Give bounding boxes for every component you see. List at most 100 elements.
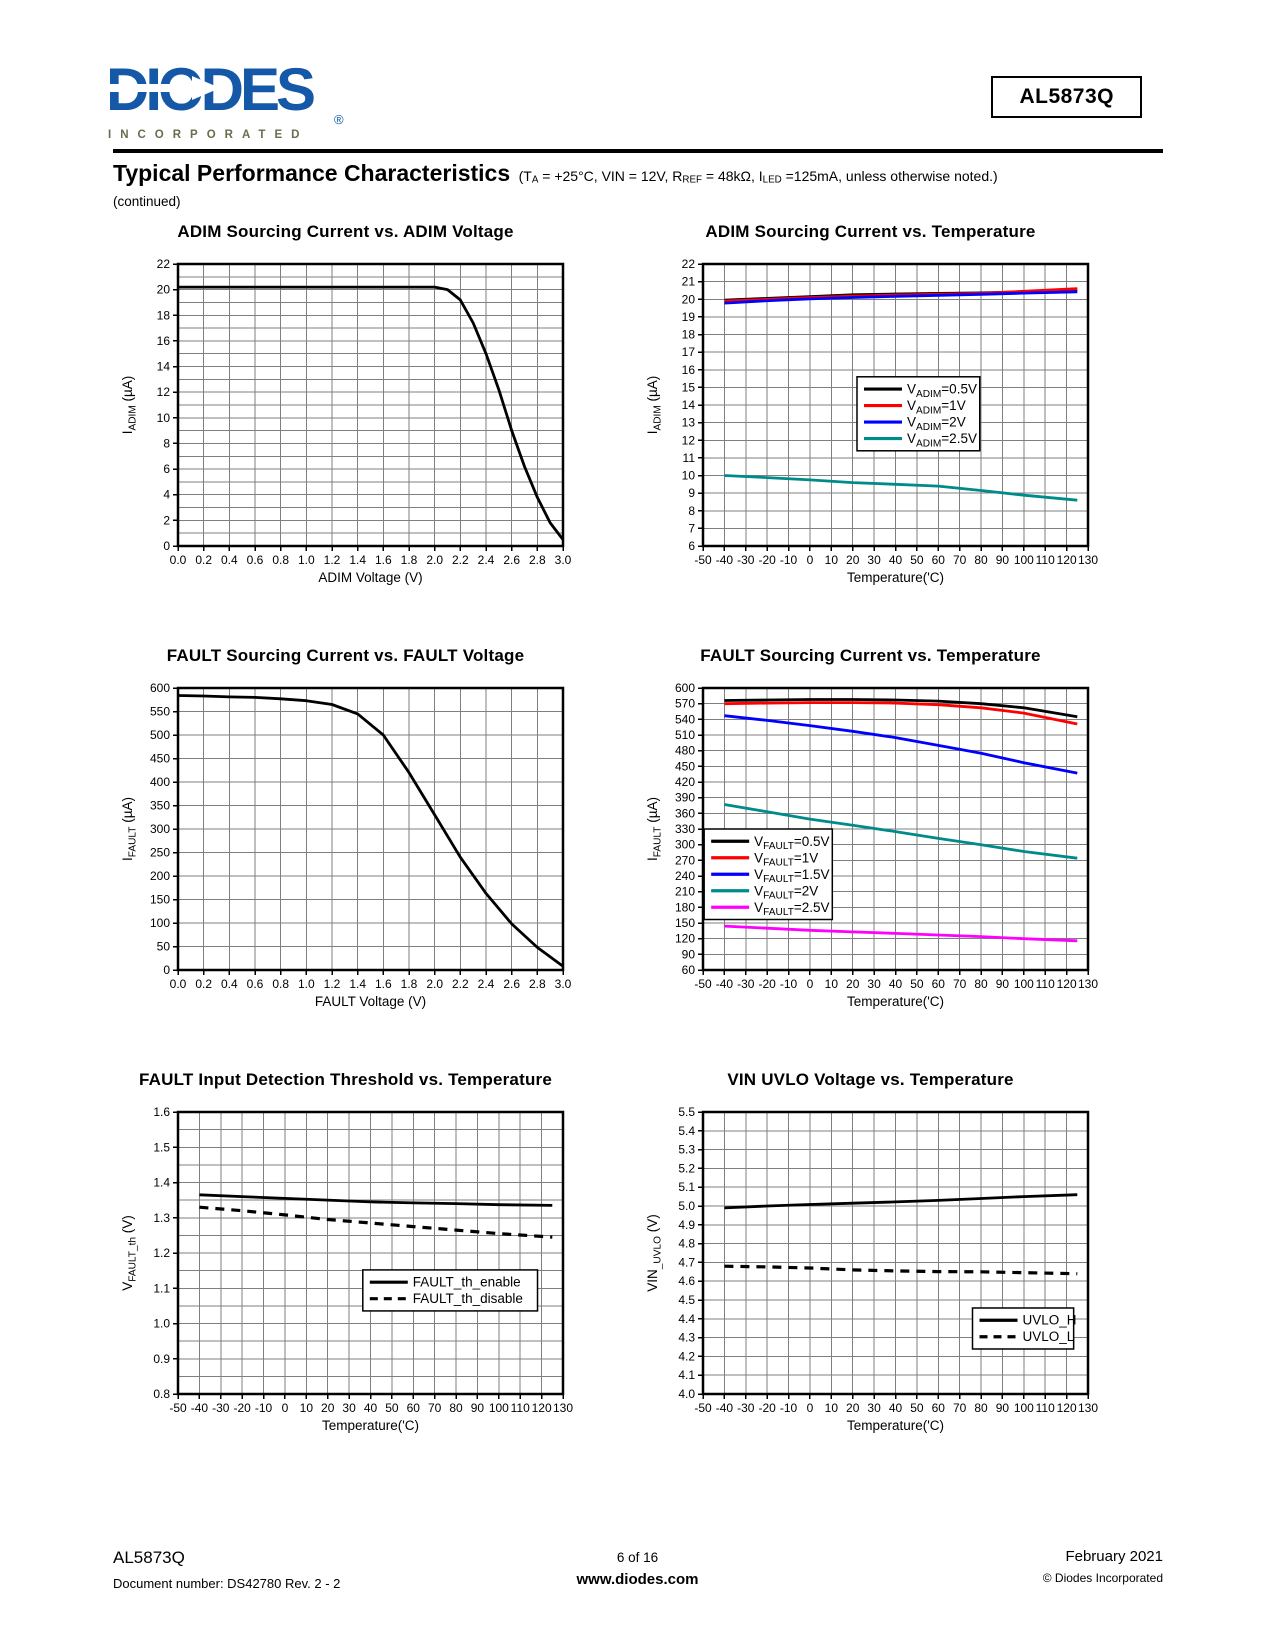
- y-tick-label: 11: [683, 451, 696, 465]
- diodes-logo: DIODES ® INCORPORATED: [106, 48, 356, 149]
- x-tick-label: 0: [282, 1401, 289, 1415]
- x-tick-label: 110: [1036, 1401, 1055, 1415]
- series-line-FAULT_th_enable: [199, 1193, 553, 1207]
- x-tick-label: 2.6: [503, 553, 520, 567]
- chart-fault-current-vs-temperature: FAULT Sourcing Current vs. Temperature 6…: [643, 646, 1098, 1012]
- conditions-segment: =125mA, unless otherwise noted.): [781, 168, 998, 184]
- y-tick-label: 4.4: [678, 1312, 695, 1326]
- y-tick-label: 150: [150, 893, 170, 907]
- chart-vin-uvlo-vs-temperature: VIN UVLO Voltage vs. Temperature 4.0 4.1 4…: [643, 1070, 1098, 1436]
- x-tick-label: 2.2: [452, 977, 469, 991]
- x-tick-label: -50: [694, 1401, 712, 1415]
- x-tick-label: 2.4: [478, 977, 495, 991]
- x-tick-label: 60: [932, 553, 946, 567]
- x-tick-label: 0: [807, 977, 814, 991]
- x-tick-label: 1.0: [298, 553, 315, 567]
- footer-website-link[interactable]: www.diodes.com: [576, 1571, 699, 1588]
- section-divider: [113, 149, 1163, 153]
- x-tick-label: 70: [428, 1401, 442, 1415]
- y-tick-label: 150: [675, 916, 695, 930]
- y-tick-label: 600: [675, 681, 695, 695]
- legend-label: VADIM=2.5V: [907, 431, 977, 449]
- conditions-segment: REF: [682, 174, 702, 186]
- y-tick-label: 14: [682, 398, 696, 412]
- y-tick-label: 10: [682, 469, 696, 483]
- x-tick-label: 0.2: [195, 553, 212, 567]
- y-tick-label: 20: [682, 292, 696, 306]
- y-tick-label: 250: [150, 846, 170, 860]
- x-tick-label: -20: [233, 1401, 251, 1415]
- x-tick-label: 0.4: [221, 977, 238, 991]
- x-tick-label: -50: [694, 977, 712, 991]
- y-tick-label: 22: [682, 257, 696, 271]
- y-tick-label: 5.2: [678, 1161, 695, 1175]
- x-tick-label: 20: [846, 553, 860, 567]
- x-tick-label: 40: [889, 553, 903, 567]
- axis-ticks: [698, 263, 1089, 551]
- y-tick-label: 21: [682, 275, 696, 289]
- x-tick-label: 60: [932, 1401, 946, 1415]
- y-tick-label: 1.1: [153, 1281, 170, 1295]
- y-tick-label: 7: [688, 521, 695, 535]
- x-tick-label: 100: [489, 1401, 509, 1415]
- x-tick-label: 1.4: [349, 553, 366, 567]
- x-tick-label: -10: [780, 1401, 798, 1415]
- legend-label: FAULT_th_enable: [413, 1275, 521, 1290]
- y-axis-title: IADIM (µA): [120, 376, 138, 435]
- x-tick-label: 2.0: [426, 977, 443, 991]
- footer-page-number: 6 of 16: [616, 1550, 659, 1565]
- chart-adim-current-vs-temperature: ADIM Sourcing Current vs. Temperature 6 7…: [643, 222, 1098, 588]
- legend-label: VFAULT=0.5V: [754, 834, 829, 852]
- legend-label: VFAULT=2V: [754, 883, 818, 901]
- chart-title: VIN UVLO Voltage vs. Temperature: [727, 1070, 1014, 1089]
- logo-registered-mark: ®: [334, 112, 344, 127]
- x-tick-label: 80: [974, 1401, 988, 1415]
- x-tick-label: -40: [716, 1401, 734, 1415]
- series-line-V_{ADIM}=2.5V: [724, 474, 1078, 502]
- y-tick-label: 500: [150, 728, 170, 742]
- x-tick-label: 130: [553, 1401, 573, 1415]
- legend-label: UVLO_L: [1023, 1329, 1075, 1344]
- x-axis-title: Temperature('C): [847, 994, 944, 1009]
- axis-ticks: [173, 1111, 564, 1399]
- part-number: AL5873Q: [1019, 85, 1114, 108]
- x-tick-label: -20: [758, 553, 776, 567]
- chart-adim-current-vs-adim-voltage: ADIM Sourcing Current vs. ADIM Voltage 0…: [118, 222, 573, 588]
- axis-ticks: [173, 263, 564, 551]
- x-tick-label: 1.8: [401, 977, 418, 991]
- y-tick-label: 4.0: [678, 1387, 695, 1401]
- logo-arrow-head: [192, 76, 220, 100]
- x-tick-label: 0.6: [247, 553, 264, 567]
- x-axis-title: FAULT Voltage (V): [315, 994, 426, 1009]
- conditions-segment: LED: [762, 174, 782, 186]
- x-tick-label: 60: [932, 977, 946, 991]
- chart-canvas-fault-current-vs-fault-voltage: 0 50 100 150 200 250 300 350 400 450 500 550 600 0.0 0…: [120, 681, 572, 1009]
- y-tick-label: 570: [675, 697, 695, 711]
- x-tick-label: 20: [321, 1401, 335, 1415]
- y-tick-label: 4.5: [678, 1293, 695, 1307]
- x-tick-label: 30: [867, 1401, 881, 1415]
- y-tick-label: 5.1: [678, 1180, 695, 1194]
- y-tick-label: 0.8: [153, 1387, 170, 1401]
- x-tick-label: 90: [471, 1401, 485, 1415]
- chart-canvas-fault-current-vs-temperature: 6090120150180210240270300330360390420450…: [645, 681, 1098, 1009]
- y-tick-label: 5.5: [678, 1105, 695, 1119]
- y-tick-label: 8: [163, 436, 170, 450]
- test-conditions: (TA = +25°C, VIN = 12V, RREF = 48kΩ, ILE…: [519, 168, 998, 186]
- x-tick-label: 0.4: [221, 553, 238, 567]
- continued-note: (continued): [113, 194, 181, 209]
- y-tick-label: 330: [675, 822, 695, 836]
- x-tick-label: 110: [1036, 553, 1055, 567]
- y-axis-title: IFAULT (µA): [120, 797, 138, 861]
- section-heading: Typical Performance Characteristics (TA …: [113, 160, 1173, 187]
- y-tick-label: 4.2: [678, 1349, 695, 1363]
- y-axis-title: VFAULT_th (V): [120, 1215, 138, 1291]
- y-tick-label: 0: [163, 539, 170, 553]
- y-tick-label: 400: [150, 775, 170, 789]
- x-tick-label: 90: [996, 553, 1010, 567]
- y-tick-label: 18: [682, 328, 696, 342]
- x-tick-label: 110: [511, 1401, 530, 1415]
